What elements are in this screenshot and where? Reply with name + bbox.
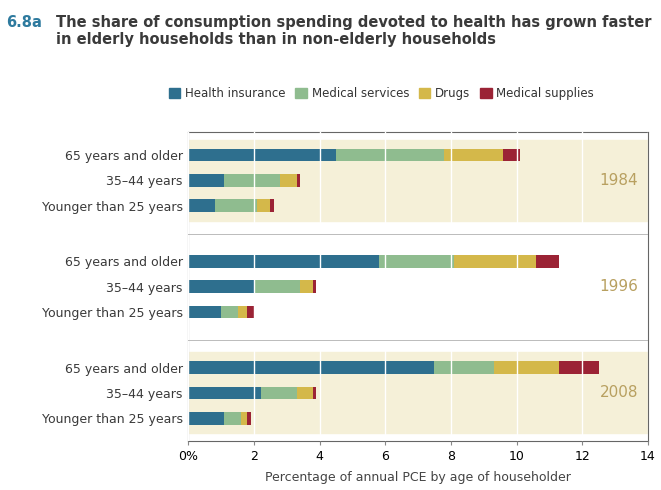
Bar bbox=[188, 140, 648, 221]
Bar bbox=[280, 174, 297, 187]
Bar bbox=[444, 149, 504, 161]
Bar bbox=[237, 306, 247, 318]
Text: 1996: 1996 bbox=[599, 279, 638, 294]
Bar bbox=[297, 174, 300, 187]
Bar bbox=[221, 306, 237, 318]
Bar bbox=[188, 174, 225, 187]
Bar bbox=[188, 361, 434, 374]
Bar bbox=[379, 255, 454, 268]
Bar bbox=[188, 306, 221, 318]
Bar bbox=[454, 255, 536, 268]
Text: 6.8a: 6.8a bbox=[7, 15, 42, 30]
Bar bbox=[434, 361, 494, 374]
Bar bbox=[188, 199, 215, 212]
Bar bbox=[257, 199, 270, 212]
Bar bbox=[188, 352, 648, 434]
Bar bbox=[504, 149, 520, 161]
Bar bbox=[188, 149, 336, 161]
Bar bbox=[313, 387, 317, 399]
Bar bbox=[188, 280, 254, 293]
Bar bbox=[260, 387, 297, 399]
Bar bbox=[241, 412, 247, 424]
Bar bbox=[247, 306, 254, 318]
Bar bbox=[300, 280, 313, 293]
Bar bbox=[313, 280, 317, 293]
Bar bbox=[225, 412, 241, 424]
X-axis label: Percentage of annual PCE by age of householder: Percentage of annual PCE by age of house… bbox=[265, 471, 571, 484]
Bar bbox=[559, 361, 599, 374]
Bar bbox=[254, 280, 300, 293]
Bar bbox=[188, 387, 260, 399]
Bar bbox=[297, 387, 313, 399]
Bar bbox=[225, 174, 280, 187]
Bar bbox=[494, 361, 559, 374]
Text: The share of consumption spending devoted to health has grown faster
in elderly : The share of consumption spending devote… bbox=[56, 15, 652, 47]
Bar bbox=[247, 412, 251, 424]
Legend: Health insurance, Medical services, Drugs, Medical supplies: Health insurance, Medical services, Drug… bbox=[164, 83, 599, 105]
Bar bbox=[188, 412, 225, 424]
Bar bbox=[188, 255, 379, 268]
Bar bbox=[215, 199, 257, 212]
Text: 1984: 1984 bbox=[600, 173, 638, 188]
Bar bbox=[536, 255, 559, 268]
Bar bbox=[336, 149, 444, 161]
Text: 2008: 2008 bbox=[600, 386, 638, 400]
Bar bbox=[270, 199, 274, 212]
